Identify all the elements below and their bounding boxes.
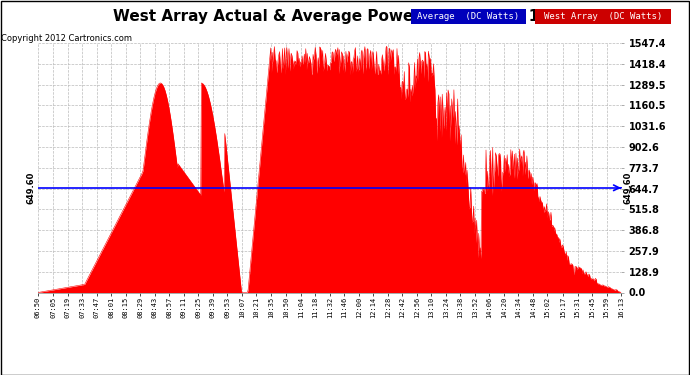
Text: 649.60: 649.60 <box>26 172 35 204</box>
Text: Copyright 2012 Cartronics.com: Copyright 2012 Cartronics.com <box>1 34 132 43</box>
Text: West Array  (DC Watts): West Array (DC Watts) <box>544 12 662 21</box>
Text: 649.60: 649.60 <box>624 172 633 204</box>
Text: Average  (DC Watts): Average (DC Watts) <box>417 12 520 21</box>
Text: West Array Actual & Average Power Thu Nov 22 16:13: West Array Actual & Average Power Thu No… <box>112 9 578 24</box>
